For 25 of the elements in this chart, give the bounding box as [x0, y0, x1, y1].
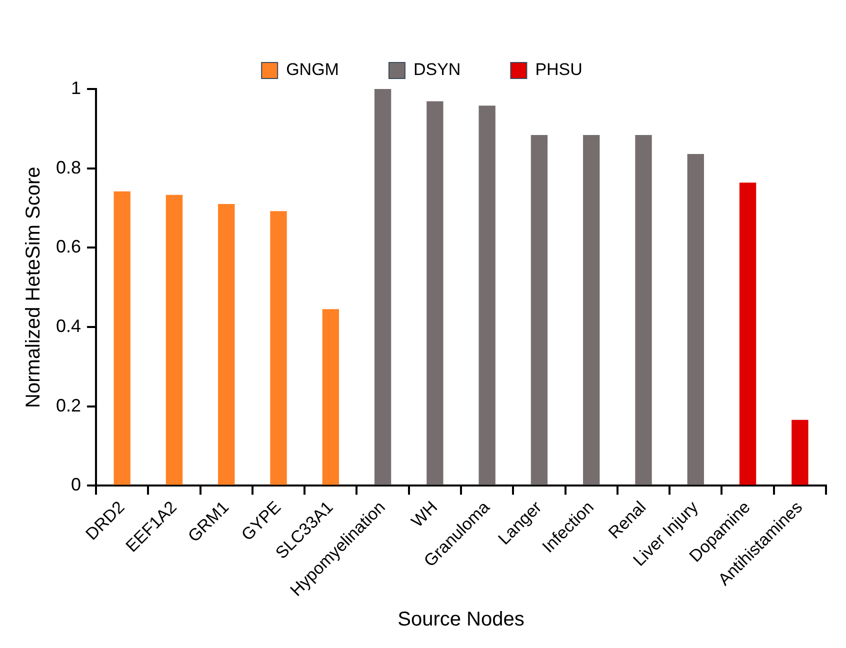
y-tick-label: 0.2 — [56, 395, 82, 416]
bar — [374, 89, 392, 485]
legend-label: GNGM — [286, 60, 339, 80]
bar — [687, 154, 704, 485]
legend-label: DSYN — [413, 60, 461, 80]
bar — [635, 135, 652, 485]
bar — [583, 135, 600, 485]
y-tick-label: 0 — [71, 474, 82, 495]
bar — [166, 194, 183, 485]
legend-label: PHSU — [535, 60, 582, 80]
bar — [530, 135, 548, 485]
bar — [426, 101, 444, 485]
bar — [792, 420, 808, 485]
y-tick-label: 0.6 — [56, 236, 82, 257]
bar — [114, 191, 130, 485]
bar — [739, 182, 756, 485]
bar — [322, 309, 339, 485]
y-tick-label: 1 — [71, 78, 82, 98]
y-tick-label: 0.8 — [56, 157, 82, 178]
y-axis-title: Normalized HeteSim Score — [22, 166, 45, 408]
y-tick-label: 0.4 — [56, 316, 82, 336]
x-axis-title: Source Nodes — [398, 608, 524, 631]
bar — [218, 204, 235, 485]
bar — [270, 211, 287, 485]
bar — [478, 106, 496, 485]
